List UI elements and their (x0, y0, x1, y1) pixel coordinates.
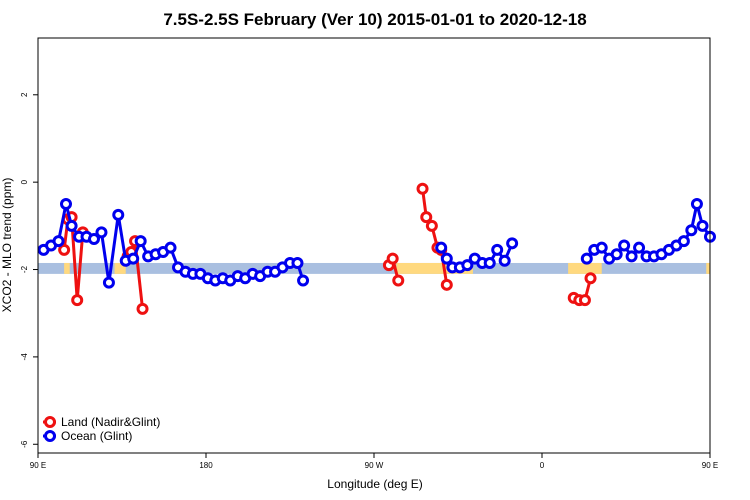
data-point (102, 276, 115, 289)
legend-item-land: Land (Nadir&Glint) (43, 415, 160, 429)
data-point (625, 250, 638, 263)
legend-label-ocean: Ocean (Glint) (61, 429, 132, 443)
data-point (461, 259, 474, 272)
legend-item-ocean: Ocean (Glint) (43, 429, 132, 443)
legend: Land (Nadir&Glint) Ocean (Glint) (43, 415, 160, 443)
y-tick-label: -6 (20, 440, 29, 448)
x-tick-label: 90 W (365, 461, 384, 470)
series-land (58, 182, 597, 315)
data-point (677, 235, 690, 248)
land-band (64, 262, 70, 274)
ocean-band (38, 262, 710, 274)
data-point (696, 219, 709, 232)
data-point (584, 272, 597, 285)
data-point (95, 226, 108, 239)
data-point (297, 274, 310, 287)
data-point (618, 239, 631, 252)
x-axis-label: Longitude (deg E) (327, 477, 422, 491)
data-point (88, 232, 100, 245)
data-point (580, 252, 593, 265)
data-point (690, 198, 703, 210)
data-point (425, 219, 438, 232)
data-point (58, 243, 71, 256)
land-band (114, 262, 126, 274)
legend-marker-ocean (44, 430, 56, 442)
data-point (595, 241, 608, 254)
data-point (291, 256, 304, 269)
data-point (483, 256, 496, 269)
data-point (440, 278, 453, 291)
legend-marker-land (44, 416, 56, 428)
data-point (685, 224, 698, 237)
y-tick-label: 0 (20, 179, 29, 184)
y-tick-label: 2 (20, 92, 29, 97)
data-point (127, 252, 140, 265)
data-point (134, 235, 147, 248)
chart-title: 7.5S-2.5S February (Ver 10) 2015-01-01 t… (163, 10, 586, 29)
data-point (136, 302, 149, 315)
y-axis-label: XCO2 - MLO trend (ppm) (0, 178, 14, 313)
land-band (396, 262, 473, 274)
x-axis: 90 E 180 90 W 0 90 E (30, 453, 718, 470)
data-point (60, 198, 72, 210)
x-tick-label: 0 (540, 461, 545, 470)
data-point (65, 219, 78, 232)
series-layer (37, 182, 716, 315)
series-ocean (37, 198, 716, 289)
y-tick-label: -2 (20, 265, 29, 273)
data-point (112, 208, 125, 221)
x-tick-label: 90 E (702, 461, 718, 470)
data-point (498, 254, 511, 267)
coverage-band (38, 262, 710, 274)
x-tick-label: 90 E (30, 461, 46, 470)
data-point (440, 252, 453, 265)
legend-label-land: Land (Nadir&Glint) (61, 415, 160, 429)
data-point (52, 235, 65, 248)
data-point (491, 243, 504, 256)
data-point (435, 241, 448, 254)
data-point (506, 237, 519, 250)
y-tick-label: -4 (20, 353, 29, 361)
data-point (610, 248, 623, 261)
land-band (568, 262, 602, 274)
data-point (71, 294, 84, 307)
land-band (706, 262, 710, 274)
data-point (578, 294, 591, 307)
data-point (420, 211, 433, 224)
x-tick-label: 180 (199, 461, 213, 470)
data-point (633, 241, 646, 254)
data-point (164, 241, 177, 254)
y-axis: 2 0 -2 -4 -6 (20, 92, 38, 448)
data-point (386, 252, 399, 265)
data-point (416, 182, 429, 195)
data-point (392, 274, 405, 287)
